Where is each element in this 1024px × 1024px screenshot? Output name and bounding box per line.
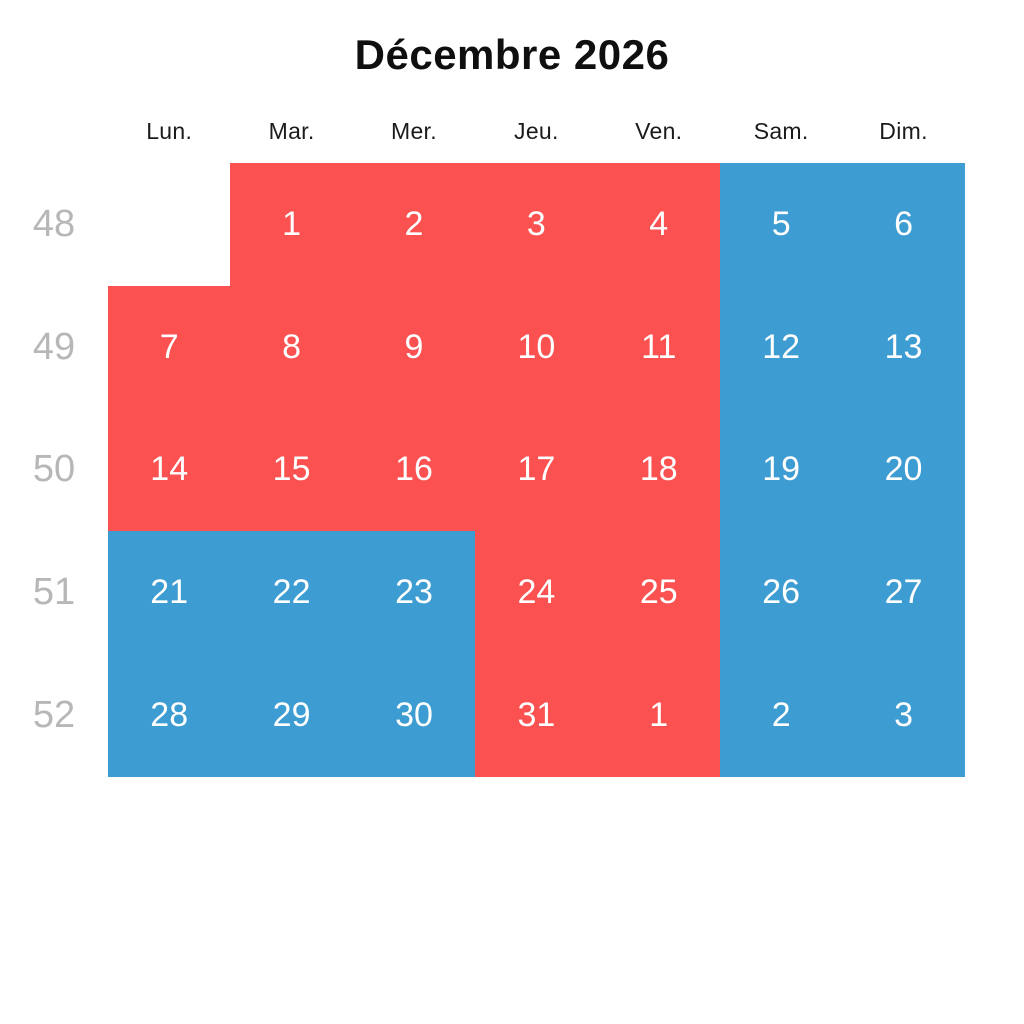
header-corner bbox=[0, 100, 108, 163]
week-number: 51 bbox=[32, 571, 76, 614]
day-cell[interactable]: 23 bbox=[352, 531, 476, 655]
day-cell[interactable]: 18 bbox=[597, 408, 720, 532]
day-cell[interactable]: 24 bbox=[475, 531, 598, 655]
day-cell[interactable]: 3 bbox=[842, 654, 965, 777]
day-cell[interactable]: 30 bbox=[352, 654, 476, 777]
calendar-grid: Lun. Mar. Mer. Jeu. Ven. Sam. Dim. 48 1 2 3… bbox=[0, 100, 965, 777]
day-cell[interactable]: 27 bbox=[842, 531, 965, 655]
week-number: 49 bbox=[32, 325, 76, 368]
day-header-jeu: Jeu. bbox=[514, 118, 559, 144]
day-cell[interactable]: 31 bbox=[475, 654, 598, 777]
day-cell[interactable]: 2 bbox=[719, 654, 843, 777]
day-header-ven: Ven. bbox=[635, 118, 683, 144]
day-cell[interactable]: 8 bbox=[230, 285, 353, 409]
empty-day-cell bbox=[108, 163, 230, 286]
day-cell[interactable]: 1 bbox=[597, 654, 720, 777]
day-cell[interactable]: 22 bbox=[230, 531, 353, 655]
day-cell[interactable]: 29 bbox=[230, 654, 353, 777]
day-header-mer: Mer. bbox=[391, 118, 437, 144]
day-cell[interactable]: 26 bbox=[719, 531, 843, 655]
day-cell[interactable]: 11 bbox=[597, 285, 720, 409]
day-cell[interactable]: 1 bbox=[230, 163, 353, 286]
week-number: 50 bbox=[32, 448, 76, 491]
day-header-mar: Mar. bbox=[268, 118, 315, 144]
page-title: Décembre 2026 bbox=[354, 31, 670, 78]
day-cell[interactable]: 14 bbox=[108, 408, 231, 532]
day-cell[interactable]: 7 bbox=[108, 285, 231, 409]
day-cell[interactable]: 4 bbox=[597, 163, 720, 286]
day-cell[interactable]: 21 bbox=[108, 531, 231, 655]
calendar: Lun. Mar. Mer. Jeu. Ven. Sam. Dim. 48 1 2 3… bbox=[0, 100, 965, 777]
day-cell[interactable]: 16 bbox=[352, 408, 476, 532]
day-cell[interactable]: 20 bbox=[842, 408, 965, 532]
day-cell[interactable]: 10 bbox=[475, 285, 598, 409]
day-cell[interactable]: 9 bbox=[352, 285, 476, 409]
day-cell[interactable]: 5 bbox=[719, 163, 843, 286]
day-header-lun: Lun. bbox=[146, 118, 193, 144]
day-cell[interactable]: 3 bbox=[475, 163, 598, 286]
day-header-sam: Sam. bbox=[753, 118, 809, 144]
week-number: 48 bbox=[32, 202, 76, 245]
day-cell[interactable]: 25 bbox=[597, 531, 720, 655]
day-cell[interactable]: 12 bbox=[719, 285, 843, 409]
day-cell[interactable]: 15 bbox=[230, 408, 353, 532]
day-cell[interactable]: 13 bbox=[842, 285, 965, 409]
day-cell[interactable]: 28 bbox=[108, 654, 231, 777]
week-number: 52 bbox=[32, 694, 76, 737]
day-cell[interactable]: 2 bbox=[352, 163, 476, 286]
day-cell[interactable]: 17 bbox=[475, 408, 598, 532]
day-header-dim: Dim. bbox=[879, 118, 928, 144]
day-cell[interactable]: 19 bbox=[719, 408, 843, 532]
day-cell[interactable]: 6 bbox=[842, 163, 965, 286]
